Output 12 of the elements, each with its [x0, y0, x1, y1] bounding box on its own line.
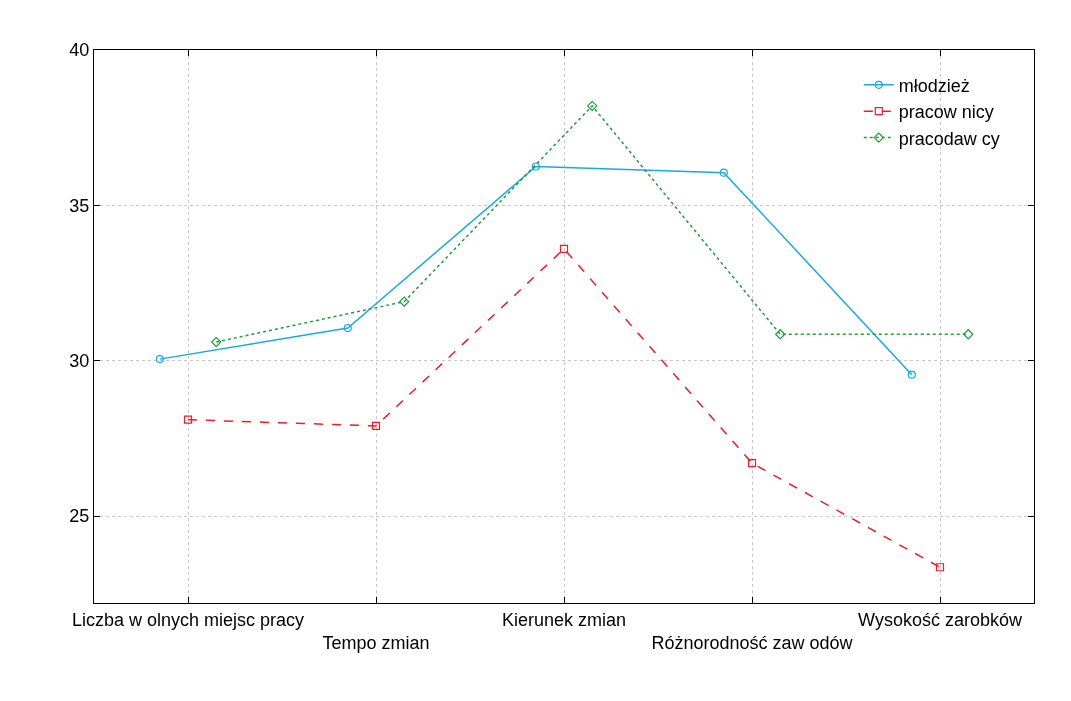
x-tick-label: Kierunek zmian [501, 609, 627, 630]
y-tick-label: 30 [69, 350, 90, 371]
legend-label: pracodaw cy [898, 128, 1000, 149]
y-tick-label: 25 [69, 506, 90, 527]
x-tick-label: Liczba w olnych miejsc pracy [71, 609, 305, 630]
x-tick-label: Tempo zmian [322, 633, 430, 653]
legend-label: pracow nicy [898, 102, 994, 123]
x-tick-label: Wysokość zarobków [858, 609, 1023, 630]
x-tick-label: Różnorodność zaw odów [651, 633, 854, 653]
legend-label: młodzież [898, 75, 970, 96]
y-tick-label: 40 [69, 40, 90, 61]
y-tick-label: 35 [69, 195, 90, 216]
